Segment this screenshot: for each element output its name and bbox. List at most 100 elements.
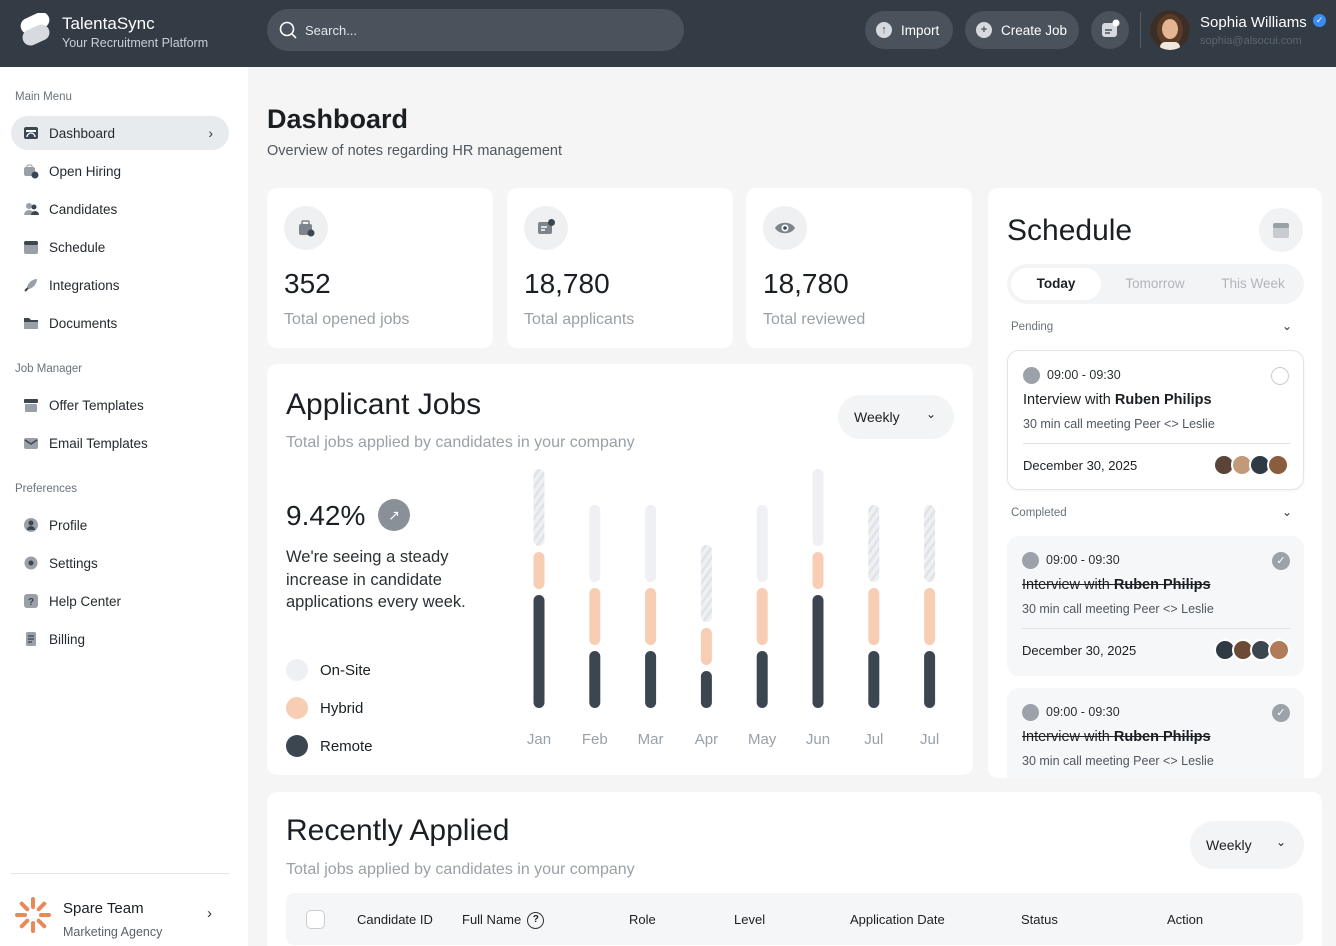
svg-text:?: ?	[28, 597, 34, 608]
bar-hybrid-apr-3	[700, 628, 712, 665]
schedule-event[interactable]: 09:00 - 09:30 ✓ Interview with Ruben Phi…	[1007, 536, 1304, 676]
x-tick-label: Jan	[527, 731, 551, 748]
event-title-name: Ruben Philips	[1114, 392, 1212, 408]
team-subtitle: Marketing Agency	[63, 925, 163, 939]
sidebar-item-profile[interactable]: Profile	[11, 508, 229, 542]
sidebar-item-integrations[interactable]: Integrations	[11, 268, 229, 302]
event-date: December 30, 2025	[1022, 643, 1137, 658]
sidebar-item-documents[interactable]: Documents	[11, 306, 229, 340]
chevron-down-icon[interactable]: ⌄	[1282, 319, 1293, 333]
period-value: Weekly	[854, 409, 900, 425]
period-dropdown[interactable]: Weekly ⌄	[838, 395, 954, 439]
tab-tomorrow[interactable]: Tomorrow	[1125, 276, 1185, 291]
search-icon	[279, 21, 297, 39]
event-meta: 30 min call meeting Peer <> Leslie	[1022, 754, 1214, 768]
sidebar-item-label: Documents	[49, 315, 118, 331]
user-avatar[interactable]	[1150, 10, 1190, 50]
bar-remote-jun-5	[812, 595, 824, 708]
import-button[interactable]: ↑ Import	[865, 11, 953, 49]
stat-label: Total applicants	[524, 311, 635, 328]
column-header[interactable]: Role	[629, 912, 656, 927]
rocket-icon	[23, 277, 39, 293]
sidebar-item-offer-templates[interactable]: Offer Templates	[11, 388, 229, 422]
period-dropdown[interactable]: Weekly ⌄	[1190, 821, 1304, 869]
stat-value: 18,780	[524, 268, 610, 299]
chevron-down-icon[interactable]: ⌄	[1282, 505, 1293, 519]
bar-remote-may-4	[756, 651, 768, 708]
chevron-right-icon[interactable]: ›	[207, 905, 212, 922]
sidebar-divider	[11, 873, 229, 874]
bar-remote-jul-7	[924, 651, 936, 708]
bar-onsite-feb-1	[589, 505, 601, 582]
sidebar-item-open-hiring[interactable]: Open Hiring	[11, 154, 229, 188]
column-header-label: Full Name	[462, 912, 522, 927]
x-tick-label: Jun	[806, 731, 830, 748]
gear-icon	[23, 555, 39, 571]
create-job-button[interactable]: + Create Job	[965, 11, 1079, 49]
calendar-button[interactable]	[1259, 208, 1303, 252]
check-icon[interactable]: ✓	[1272, 552, 1290, 570]
section-job-manager: Job Manager	[15, 363, 83, 375]
sidebar-item-email-templates[interactable]: Email Templates	[11, 426, 229, 460]
column-header[interactable]: Action	[1167, 912, 1204, 927]
bar-hybrid-jul-6	[868, 588, 880, 645]
tab-this-week[interactable]: This Week	[1221, 276, 1285, 291]
event-title: Interview with Ruben Philips	[1022, 577, 1211, 593]
growth-percent: 9.42%	[286, 500, 366, 531]
sidebar-item-label: Schedule	[49, 239, 106, 255]
bar-onsite-jul-6	[868, 505, 880, 582]
sidebar-item-dashboard[interactable]: Dashboard ›	[11, 116, 229, 150]
column-header[interactable]: Status	[1021, 912, 1058, 927]
legend-label: Hybrid	[320, 699, 364, 717]
bar-onsite-jul-7	[924, 505, 936, 582]
x-tick-label: Feb	[582, 731, 608, 748]
users-icon	[23, 201, 39, 217]
bar-remote-jul-6	[868, 651, 880, 708]
avatar-image	[1150, 10, 1190, 50]
sidebar-item-label: Profile	[49, 517, 88, 533]
sidebar-item-candidates[interactable]: Candidates	[11, 192, 229, 226]
sidebar-item-settings[interactable]: Settings	[11, 546, 229, 580]
sidebar-item-help-center[interactable]: ? Help Center	[11, 584, 229, 618]
stat-value: 18,780	[763, 268, 849, 299]
event-time: 09:00 - 09:30	[1047, 368, 1121, 382]
column-header[interactable]: Full Name?	[462, 912, 545, 930]
legend-label: Remote	[320, 737, 373, 755]
column-header[interactable]: Candidate ID	[357, 912, 433, 927]
sidebar-item-billing[interactable]: Billing	[11, 622, 229, 656]
select-all-checkbox[interactable]	[306, 910, 325, 929]
legend-swatch	[286, 735, 308, 757]
x-tick-label: Jul	[864, 731, 883, 748]
applicant-jobs-title: Applicant Jobs	[286, 388, 482, 421]
notification-button[interactable]	[1091, 11, 1129, 49]
legend-onsite: On-Site	[286, 659, 371, 681]
search-bar[interactable]	[267, 9, 684, 51]
x-tick-label: Jul	[920, 731, 939, 748]
x-tick-label: Mar	[638, 731, 664, 748]
search-input[interactable]	[305, 9, 665, 51]
event-title-prefix: Interview with	[1022, 729, 1114, 745]
sidebar-item-schedule[interactable]: Schedule	[11, 230, 229, 264]
schedule-event[interactable]: 09:00 - 09:30 Interview with Ruben Phili…	[1007, 350, 1304, 490]
stat-card-applicants: 18,780 Total applicants	[507, 188, 733, 348]
schedule-event[interactable]: 09:00 - 09:30 ✓ Interview with Ruben Phi…	[1007, 688, 1304, 778]
folder-icon	[23, 315, 39, 331]
legend-swatch	[286, 659, 308, 681]
section-preferences: Preferences	[15, 483, 78, 495]
clock-icon	[1023, 367, 1040, 384]
pending-heading: Pending	[1011, 321, 1054, 333]
help-icon[interactable]: ?	[527, 912, 545, 930]
tab-today[interactable]: Today	[1011, 268, 1101, 300]
mail-icon	[23, 435, 39, 451]
column-header[interactable]: Level	[734, 912, 766, 927]
sidebar-item-label: Open Hiring	[49, 163, 122, 179]
checkbox-circle[interactable]	[1271, 367, 1289, 385]
event-meta: 30 min call meeting Peer <> Leslie	[1022, 602, 1214, 616]
logo-icon	[20, 13, 50, 46]
check-icon[interactable]: ✓	[1272, 704, 1290, 722]
applicant-jobs-chart: Jan Feb Mar Apr May Jun Jul Jul	[527, 469, 939, 748]
column-header[interactable]: Application Date	[850, 912, 945, 927]
team-name[interactable]: Spare Team	[63, 900, 144, 917]
plus-icon: +	[976, 22, 992, 38]
schedule-title: Schedule	[1007, 214, 1133, 247]
